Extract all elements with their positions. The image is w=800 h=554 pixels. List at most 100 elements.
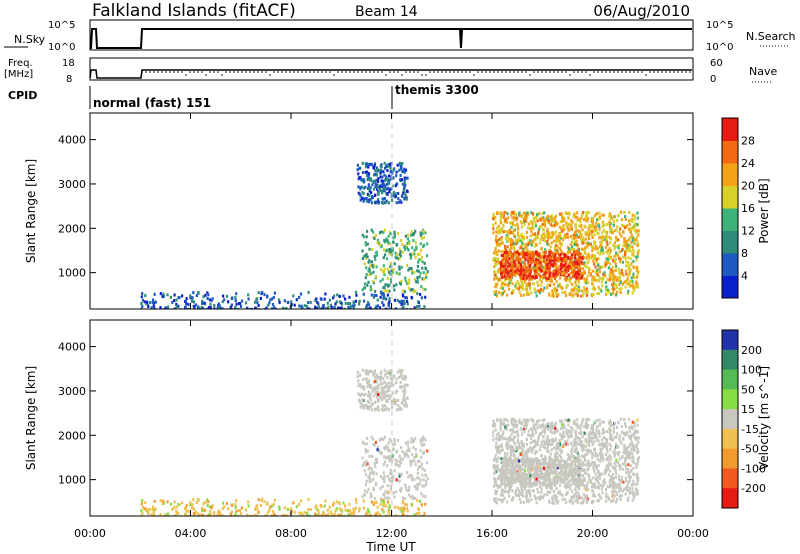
power-echo-cell [247,297,250,301]
power-echo-cell [584,246,587,250]
velocity-echo-cell [582,463,586,467]
power-echo-cell [360,185,363,189]
power-echo-cell [556,273,559,277]
cpid-mode-normal: normal (fast) 151 [93,96,211,110]
velocity-echo-cell [598,477,601,481]
power-echo-cell [531,267,534,271]
velocity-echo-cell [365,406,368,410]
power-echo-cell [382,170,385,174]
velocity-echo-cell [572,500,575,504]
power-echo-cell [213,304,216,307]
velocity-echo-cell [371,455,374,458]
velocity-echo-cell [586,451,589,454]
power-echo-cell [628,282,631,286]
power-echo-cell [550,279,553,283]
velocity-echo-cell [192,498,195,502]
velocity-echo-cell [405,383,408,387]
power-echo-cell [631,245,634,249]
velocity-echo-cell [395,377,398,381]
power-echo-cell [569,255,572,259]
velocity-echo-cell [234,506,237,509]
velocity-echo-cell [612,492,615,496]
power-echo-cell [543,221,546,225]
power-echo-cell [372,295,375,299]
power-echo-cell [501,275,504,279]
velocity-echo-cell [323,504,326,508]
velocity-echo-cell [381,404,384,408]
velocity-echo-cell [418,459,421,463]
power-echo-cell [585,214,588,218]
power-echo-cell [582,238,585,242]
power-echo-cell [368,273,371,277]
power-echo-cell [502,223,505,227]
power-echo-cell [545,258,548,262]
power-echo-cell [538,212,541,216]
power-echo-cell [506,245,509,249]
velocity-echo-cell [383,380,386,384]
velocity-echo-cell [517,446,520,450]
power-echo-cell [607,258,610,261]
power-echo-cell [601,231,604,235]
power-echo-cell [608,235,611,239]
power-echo-cell [401,170,404,174]
power-echo-cell [562,264,565,267]
power-echo-cell [571,270,574,274]
velocity-echo-cell [516,440,519,444]
power-echo-cell [578,274,581,278]
power-echo-cell [556,259,559,263]
power-echo-cell [522,243,525,247]
power-echo-cell [630,235,633,239]
power-echo-cell [381,277,384,281]
power-echo-cell [375,250,378,254]
velocity-echo-cell [532,433,535,437]
power-echo-cell [631,280,634,284]
velocity-echo-cell [627,445,630,449]
power-colorbar-tick: 8 [741,247,748,260]
velocity-echo-cell [609,429,612,433]
power-echo-cell [565,276,568,280]
power-echo-cell [552,259,555,263]
power-echo-cell [185,297,188,301]
velocity-echo-cell [195,501,198,504]
power-echo-cell [521,274,524,278]
power-echo-cell [369,186,372,190]
power-echo-cell [559,212,562,216]
velocity-echo-cell [284,514,287,516]
nave-point [361,71,363,73]
velocity-echo-cell [177,503,180,506]
velocity-echo-cell [591,500,594,503]
power-echo-cell [388,242,391,246]
velocity-echo-cell [424,502,427,506]
velocity-echo-cell [244,508,248,512]
velocity-echo-cell [506,490,509,494]
velocity-echo-cell [626,499,629,502]
power-echo-cell [425,272,428,276]
nave-point [333,74,335,76]
nave-point [677,71,679,73]
nave-point [309,71,311,73]
power-echo-cell [512,242,515,246]
power-echo-cell [210,299,213,303]
power-echo-cell [551,217,554,221]
velocity-echo-cell [504,417,507,421]
velocity-echo-cell [389,514,392,516]
power-echo-cell [546,227,549,231]
power-echo-cell [596,263,599,267]
velocity-echo-cell [578,425,581,429]
velocity-echo-cell [366,385,369,389]
power-echo-cell [370,293,373,297]
power-echo-cell [372,230,375,234]
power-echo-cell [522,260,525,264]
velocity-echo-cell [389,439,392,443]
power-echo-cell [423,236,426,239]
nave-point [193,71,195,73]
velocity-echo-cell [565,431,568,435]
nave-point [621,71,623,73]
nave-point [349,71,351,73]
power-echo-cell [608,278,611,282]
power-echo-cell [363,286,366,290]
power-echo-cell [553,289,557,293]
power-echo-cell [508,248,511,252]
freq-trace [89,69,692,79]
power-echo-cell [629,284,633,288]
